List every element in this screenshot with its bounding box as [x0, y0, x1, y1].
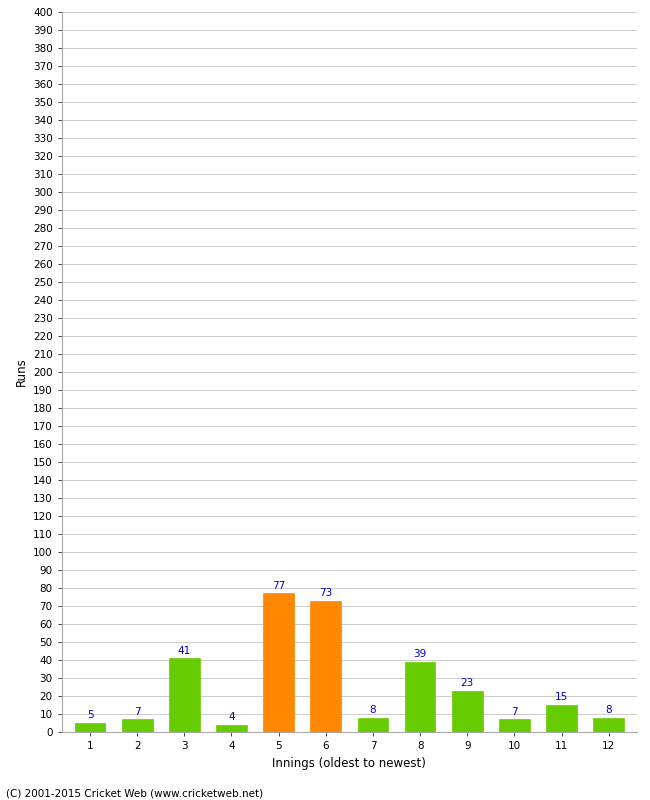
- Bar: [263, 594, 294, 732]
- Text: 73: 73: [319, 588, 332, 598]
- Bar: [499, 719, 530, 732]
- Text: 7: 7: [511, 706, 517, 717]
- Bar: [452, 690, 482, 732]
- Text: 7: 7: [134, 706, 140, 717]
- Text: 4: 4: [228, 712, 235, 722]
- Text: 8: 8: [370, 705, 376, 715]
- Y-axis label: Runs: Runs: [14, 358, 27, 386]
- Bar: [169, 658, 200, 732]
- Bar: [311, 601, 341, 732]
- Bar: [593, 718, 624, 732]
- Bar: [358, 718, 388, 732]
- Text: 23: 23: [461, 678, 474, 688]
- Bar: [75, 723, 105, 732]
- Text: 77: 77: [272, 581, 285, 590]
- Text: (C) 2001-2015 Cricket Web (www.cricketweb.net): (C) 2001-2015 Cricket Web (www.cricketwe…: [6, 788, 264, 798]
- Bar: [405, 662, 436, 732]
- Bar: [216, 725, 247, 732]
- Text: 15: 15: [555, 692, 568, 702]
- Text: 8: 8: [605, 705, 612, 715]
- Bar: [122, 719, 153, 732]
- X-axis label: Innings (oldest to newest): Innings (oldest to newest): [272, 757, 426, 770]
- Bar: [546, 705, 577, 732]
- Text: 41: 41: [177, 646, 191, 655]
- Text: 39: 39: [413, 649, 427, 659]
- Text: 5: 5: [86, 710, 94, 720]
